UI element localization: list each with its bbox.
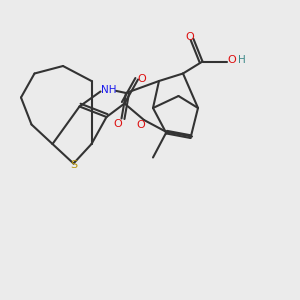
Text: O: O <box>137 74 146 84</box>
Text: H: H <box>238 55 246 65</box>
Text: NH: NH <box>101 85 116 95</box>
Text: O: O <box>227 55 236 65</box>
Text: S: S <box>70 160 77 170</box>
Text: O: O <box>136 119 145 130</box>
Text: O: O <box>113 118 122 129</box>
Text: O: O <box>185 32 194 43</box>
